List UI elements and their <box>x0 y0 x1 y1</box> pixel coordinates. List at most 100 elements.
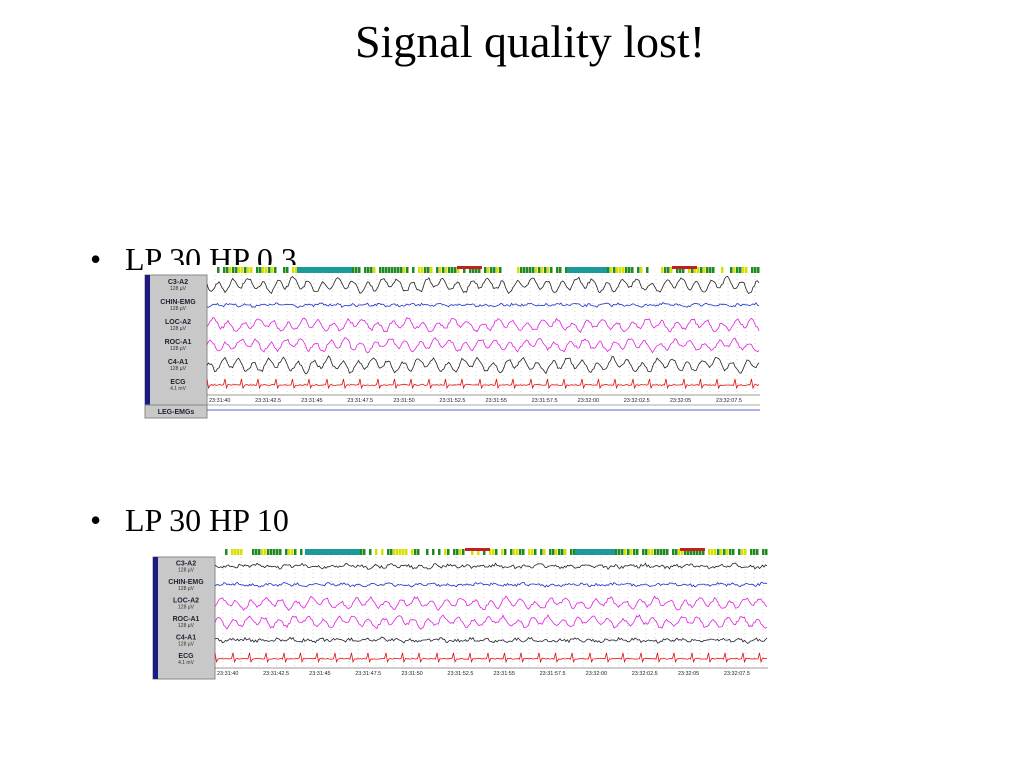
status-segment <box>745 267 748 273</box>
channel-name: CHIN-EMG <box>160 299 196 306</box>
status-segment <box>400 267 403 273</box>
status-block <box>672 266 697 269</box>
status-segment <box>687 549 690 555</box>
time-label: 23:31:55 <box>494 671 515 677</box>
channel-name: C4-A1 <box>168 359 188 366</box>
status-segment <box>675 549 678 555</box>
label-column <box>152 556 216 680</box>
status-segment <box>519 549 522 555</box>
status-segment <box>723 549 726 555</box>
status-segment <box>486 549 489 555</box>
status-segment <box>640 267 643 273</box>
status-segment <box>535 267 538 273</box>
status-segment <box>631 267 634 273</box>
status-segment <box>613 267 616 273</box>
status-block <box>457 266 482 269</box>
status-segment <box>427 267 430 273</box>
status-segment <box>237 549 240 555</box>
status-segment <box>751 267 754 273</box>
eeg-trace <box>206 275 760 295</box>
status-segment <box>253 267 256 273</box>
eeg-trace <box>214 652 768 664</box>
status-segment <box>681 549 684 555</box>
status-segment <box>297 549 300 555</box>
status-segment <box>241 267 244 273</box>
status-segment <box>624 549 627 555</box>
status-segment <box>489 549 492 555</box>
status-segment <box>717 549 720 555</box>
time-label: 23:31:57.5 <box>532 398 558 404</box>
status-segment <box>570 549 573 555</box>
status-segment <box>645 549 648 555</box>
status-segment <box>741 549 744 555</box>
status-segment <box>654 549 657 555</box>
status-segment <box>561 549 564 555</box>
status-segment <box>505 267 508 273</box>
status-segment <box>643 267 646 273</box>
status-segment <box>724 267 727 273</box>
time-label: 23:31:50 <box>401 671 422 677</box>
status-segment <box>435 549 438 555</box>
status-segment <box>651 549 654 555</box>
status-segment <box>426 549 429 555</box>
bullet-dot: • <box>90 502 101 538</box>
status-segment <box>282 549 285 555</box>
status-segment <box>550 267 553 273</box>
time-label: 23:32:05 <box>670 398 691 404</box>
status-segment <box>517 267 520 273</box>
status-segment <box>280 267 283 273</box>
status-segment <box>270 549 273 555</box>
status-segment <box>718 267 721 273</box>
status-segment <box>750 549 753 555</box>
status-segment <box>397 267 400 273</box>
status-segment <box>394 267 397 273</box>
status-segment <box>363 549 366 555</box>
status-segment <box>721 267 724 273</box>
status-segment <box>433 267 436 273</box>
status-segment <box>417 549 420 555</box>
status-segment <box>705 549 708 555</box>
status-segment <box>747 549 750 555</box>
status-segment <box>529 267 532 273</box>
status-segment <box>754 267 757 273</box>
status-segment <box>414 549 417 555</box>
channel-name: ROC-A1 <box>165 339 192 346</box>
time-label: 23:31:47.5 <box>355 671 381 677</box>
status-segment <box>228 549 231 555</box>
status-segment <box>615 549 618 555</box>
status-segment <box>372 549 375 555</box>
status-segment <box>508 267 511 273</box>
status-segment <box>247 267 250 273</box>
status-segment <box>445 267 448 273</box>
label-strip <box>153 557 158 679</box>
status-segment <box>259 267 262 273</box>
channel-scale: 4.1 mV <box>170 386 187 392</box>
status-segment <box>277 267 280 273</box>
status-segment <box>702 549 705 555</box>
status-segment <box>642 549 645 555</box>
status-segment <box>268 267 271 273</box>
status-segment <box>240 549 243 555</box>
status-segment <box>525 549 528 555</box>
status-segment <box>258 549 261 555</box>
status-segment <box>295 267 298 273</box>
status-segment <box>276 549 279 555</box>
bullet-dot: • <box>90 241 101 277</box>
status-segment <box>663 549 666 555</box>
status-segment <box>457 267 460 273</box>
status-segment <box>547 267 550 273</box>
status-segment <box>408 549 411 555</box>
channel-scale: 128 µV <box>170 366 187 372</box>
status-segment <box>409 267 412 273</box>
status-segment <box>388 267 391 273</box>
status-segment <box>564 549 567 555</box>
status-segment <box>292 267 295 273</box>
status-segment <box>528 549 531 555</box>
status-segment <box>238 267 241 273</box>
status-segment <box>712 267 715 273</box>
status-segment <box>360 549 363 555</box>
status-segment <box>699 549 702 555</box>
status-segment <box>709 267 712 273</box>
status-segment <box>565 267 568 273</box>
